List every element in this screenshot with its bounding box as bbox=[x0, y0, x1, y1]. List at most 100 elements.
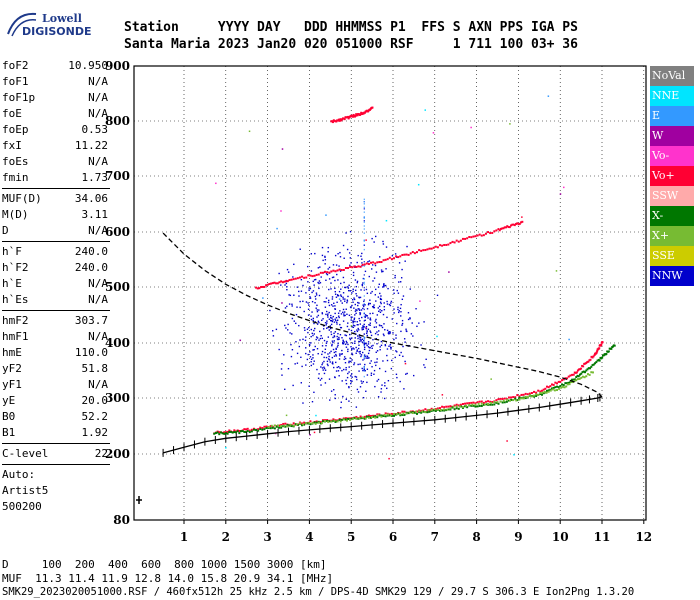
echo-point bbox=[470, 236, 473, 239]
nnw-point bbox=[318, 339, 320, 341]
param-name: D bbox=[2, 224, 9, 237]
nnw-point bbox=[384, 329, 386, 331]
nnw-point bbox=[405, 373, 407, 375]
echo-point bbox=[461, 405, 464, 408]
nnw-point bbox=[309, 287, 312, 290]
echo-point bbox=[432, 246, 435, 249]
nnw-point bbox=[339, 355, 341, 357]
nnw-point bbox=[365, 390, 367, 392]
nnw-point bbox=[335, 347, 337, 350]
nnw-point bbox=[352, 290, 354, 293]
echo-point bbox=[246, 429, 249, 432]
echo-point bbox=[331, 121, 334, 124]
param-value: N/A bbox=[88, 330, 108, 343]
nnw-point bbox=[316, 368, 318, 371]
param-name: foE bbox=[2, 107, 22, 120]
nnw-point bbox=[354, 310, 357, 312]
nnw-point bbox=[348, 386, 350, 388]
nnw-point bbox=[327, 316, 329, 318]
nnw-point bbox=[335, 316, 338, 319]
nnw-point bbox=[365, 288, 368, 291]
echo-point bbox=[513, 224, 516, 227]
echo-point bbox=[340, 119, 343, 122]
param-name: foEp bbox=[2, 123, 29, 136]
nnw-point bbox=[403, 388, 405, 390]
echo-point bbox=[313, 274, 316, 277]
echo-point bbox=[443, 408, 446, 411]
nnw-point bbox=[326, 273, 329, 276]
nnw-point bbox=[361, 367, 363, 370]
nnw-point bbox=[332, 348, 335, 351]
nnw-point bbox=[379, 311, 382, 313]
echo-point bbox=[595, 351, 598, 354]
nnw-point bbox=[364, 319, 366, 321]
nnw-point bbox=[361, 327, 363, 329]
echo-point bbox=[284, 425, 287, 428]
param-value: 240.0 bbox=[74, 261, 108, 274]
nnw-point bbox=[333, 336, 336, 338]
noise-point bbox=[568, 338, 570, 341]
nnw-point bbox=[362, 282, 364, 284]
nnw-point bbox=[284, 388, 286, 391]
nnw-point bbox=[329, 325, 331, 327]
echo-point bbox=[497, 228, 500, 231]
nnw-point bbox=[344, 300, 346, 302]
echo-point bbox=[483, 403, 486, 406]
streak-point bbox=[363, 345, 365, 347]
echo-point bbox=[581, 375, 584, 378]
nnw-point bbox=[317, 377, 320, 380]
nnw-point bbox=[318, 282, 320, 285]
nnw-point bbox=[330, 331, 332, 333]
nnw-point bbox=[323, 339, 326, 342]
nnw-point bbox=[333, 389, 335, 391]
nnw-point bbox=[348, 289, 350, 292]
nnw-point bbox=[334, 397, 337, 400]
nnw-point bbox=[312, 354, 314, 356]
echo-point bbox=[438, 409, 441, 412]
param-value: 3.11 bbox=[81, 208, 109, 221]
nnw-point bbox=[380, 325, 383, 327]
echo-point bbox=[574, 371, 577, 374]
nnw-point bbox=[373, 306, 376, 309]
nnw-point bbox=[351, 353, 354, 356]
nnw-point bbox=[399, 307, 402, 310]
echo-point bbox=[422, 410, 425, 413]
nnw-point bbox=[356, 280, 359, 283]
echo-point bbox=[562, 378, 565, 381]
echo-point bbox=[493, 403, 496, 406]
echo-point bbox=[226, 432, 229, 435]
echo-point bbox=[321, 419, 324, 422]
nnw-point bbox=[375, 364, 377, 367]
nnw-point bbox=[333, 302, 335, 304]
nnw-point bbox=[309, 296, 311, 298]
nnw-point bbox=[366, 292, 369, 295]
nnw-point bbox=[308, 343, 311, 346]
streak-point bbox=[363, 239, 365, 241]
noise-point bbox=[215, 182, 217, 185]
nnw-point bbox=[386, 359, 389, 362]
echo-point bbox=[397, 412, 400, 415]
nnw-point bbox=[368, 357, 370, 359]
echo-point bbox=[577, 368, 580, 371]
echo-point bbox=[558, 387, 561, 390]
echo-point bbox=[514, 397, 517, 400]
echo-point bbox=[576, 369, 579, 372]
echo-point bbox=[544, 387, 547, 390]
nnw-point bbox=[362, 326, 364, 329]
nnw-point bbox=[366, 381, 368, 384]
echo-point bbox=[269, 427, 272, 430]
nnw-point bbox=[334, 312, 336, 315]
legend-item-x: X- bbox=[650, 206, 694, 226]
noise-point bbox=[441, 394, 444, 396]
nnw-point bbox=[396, 322, 398, 325]
nnw-point bbox=[338, 375, 340, 377]
echo-point bbox=[311, 275, 314, 278]
param-separator bbox=[2, 443, 110, 444]
nnw-point bbox=[318, 287, 320, 290]
echo-point bbox=[539, 390, 542, 393]
echo-point bbox=[401, 410, 404, 413]
nnw-point bbox=[336, 294, 339, 296]
echo-point bbox=[591, 364, 594, 367]
echo-point bbox=[474, 402, 477, 405]
nnw-point bbox=[351, 342, 354, 344]
